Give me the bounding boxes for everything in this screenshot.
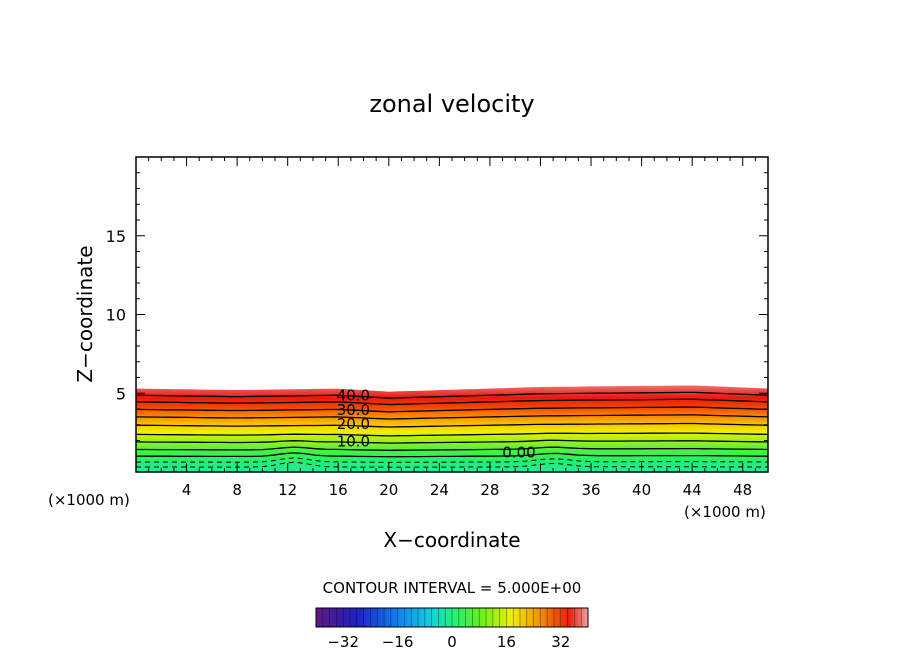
contour-line bbox=[135, 391, 769, 399]
colorbar-tick-label: −16 bbox=[382, 633, 414, 651]
contour-line bbox=[135, 439, 769, 444]
contour-label: 0.00 bbox=[502, 443, 535, 461]
contour-line bbox=[135, 432, 769, 437]
contour-line bbox=[136, 446, 769, 451]
y-tick-label: 15 bbox=[106, 227, 126, 246]
contour-line bbox=[135, 406, 769, 413]
colorbar-stripes bbox=[322, 608, 582, 627]
colorbar-tick-label: 0 bbox=[447, 633, 457, 651]
y-tick-label: 10 bbox=[106, 306, 126, 325]
contour-label: 40.0 bbox=[337, 387, 370, 405]
contour-line bbox=[136, 457, 769, 463]
contour-line bbox=[136, 422, 769, 428]
contour-line bbox=[136, 461, 768, 468]
contour-label: 20.0 bbox=[337, 415, 370, 433]
x-tick-label: 28 bbox=[480, 481, 499, 499]
y-tick-labels: 5 10 15 bbox=[106, 227, 126, 403]
contour-line bbox=[135, 414, 769, 420]
colorbar: −32 −16 0 16 32 bbox=[315, 607, 589, 651]
x-unit-right: (×1000 m) bbox=[684, 503, 766, 521]
contour-lines bbox=[135, 391, 769, 468]
x-unit-left: (×1000 m) bbox=[48, 491, 130, 509]
x-tick-label: 40 bbox=[632, 481, 651, 499]
x-tick-label: 24 bbox=[430, 481, 449, 499]
x-tick-label: 12 bbox=[278, 481, 297, 499]
colorbar-tick-label: −32 bbox=[327, 633, 359, 651]
contour-label: 10.0 bbox=[337, 432, 370, 450]
contour-labels: 40.030.020.010.0 0.00 bbox=[337, 387, 536, 462]
colorbar-tick-label: 32 bbox=[551, 633, 570, 651]
x-tick-label: 32 bbox=[531, 481, 550, 499]
x-tick-label: 36 bbox=[581, 481, 600, 499]
x-tick-label: 16 bbox=[329, 481, 348, 499]
contour-interval-text: CONTOUR INTERVAL = 5.000E+00 bbox=[323, 579, 582, 597]
x-tick-labels: 4 8 12 16 20 24 28 32 36 40 44 48 bbox=[182, 481, 752, 499]
x-tick-label: 44 bbox=[683, 481, 702, 499]
x-tick-label: 20 bbox=[379, 481, 398, 499]
contour-line bbox=[135, 452, 768, 458]
chart-title: zonal velocity bbox=[369, 90, 534, 118]
y-axis-ticks bbox=[136, 172, 768, 457]
y-axis-label: Z−coordinate bbox=[73, 245, 97, 382]
plot-area: 40.030.020.010.00.00 4 8 12 16 20 24 28 32 36 40 4… bbox=[106, 156, 769, 499]
x-tick-label: 8 bbox=[232, 481, 242, 499]
contour-line bbox=[135, 398, 769, 406]
colorbar-tick-label: 16 bbox=[497, 633, 516, 651]
velocity-field bbox=[136, 385, 768, 472]
x-tick-label: 4 bbox=[182, 481, 192, 499]
colorbar-tick-labels: −32 −16 0 16 32 bbox=[327, 633, 570, 651]
x-axis-label: X−coordinate bbox=[383, 528, 520, 552]
x-tick-label: 48 bbox=[733, 481, 752, 499]
x-axis-ticks bbox=[148, 157, 756, 472]
contour-label: 30.0 bbox=[337, 401, 370, 419]
y-tick-label: 5 bbox=[116, 384, 126, 403]
